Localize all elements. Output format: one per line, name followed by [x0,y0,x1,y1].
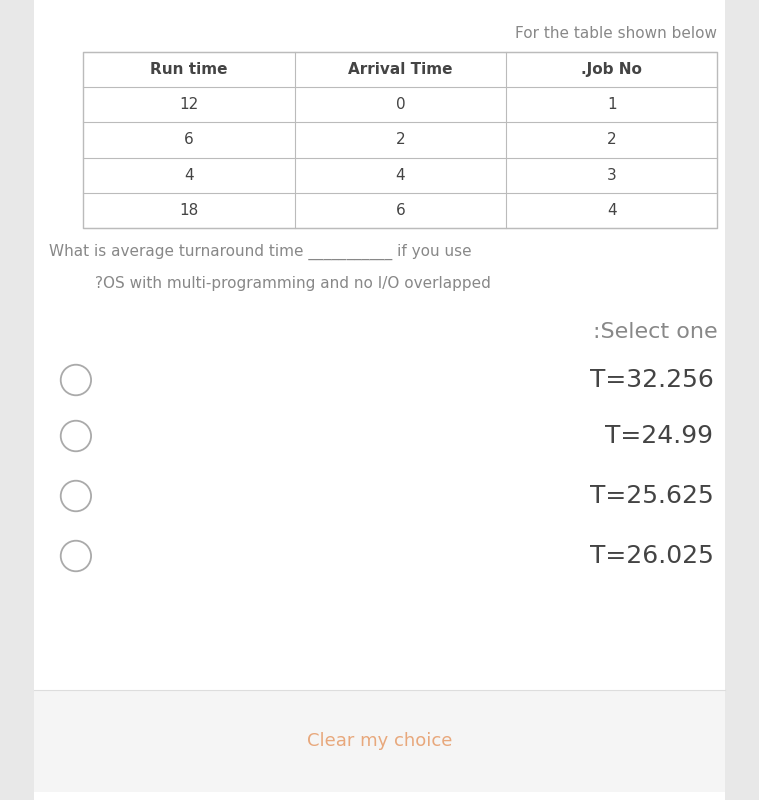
Ellipse shape [61,481,91,511]
Text: 4: 4 [395,168,405,182]
FancyBboxPatch shape [34,0,725,800]
Text: ?OS with multi-programming and no I/O overlapped: ?OS with multi-programming and no I/O ov… [95,276,491,291]
FancyBboxPatch shape [34,690,725,792]
Text: 1: 1 [606,98,616,112]
Text: 4: 4 [606,203,616,218]
Ellipse shape [61,541,91,571]
Text: 4: 4 [184,168,194,182]
Text: .Job No: .Job No [581,62,642,77]
Text: 2: 2 [395,133,405,147]
Text: 6: 6 [184,133,194,147]
Text: Clear my choice: Clear my choice [307,732,452,750]
Text: Run time: Run time [150,62,228,77]
Text: T=32.256: T=32.256 [590,368,713,392]
Text: For the table shown below: For the table shown below [515,26,717,41]
Text: 6: 6 [395,203,405,218]
Text: T=25.625: T=25.625 [590,484,713,508]
Ellipse shape [61,365,91,395]
Text: T=26.025: T=26.025 [590,544,713,568]
Text: T=24.99: T=24.99 [606,424,713,448]
Text: :Select one: :Select one [593,322,717,342]
Ellipse shape [61,421,91,451]
Text: 2: 2 [606,133,616,147]
Text: 18: 18 [179,203,199,218]
Text: What is average turnaround time ___________ if you use: What is average turnaround time ________… [49,244,472,260]
Text: 12: 12 [179,98,199,112]
FancyBboxPatch shape [83,52,717,228]
Text: 0: 0 [395,98,405,112]
Text: 3: 3 [606,168,616,182]
Text: Arrival Time: Arrival Time [348,62,452,77]
